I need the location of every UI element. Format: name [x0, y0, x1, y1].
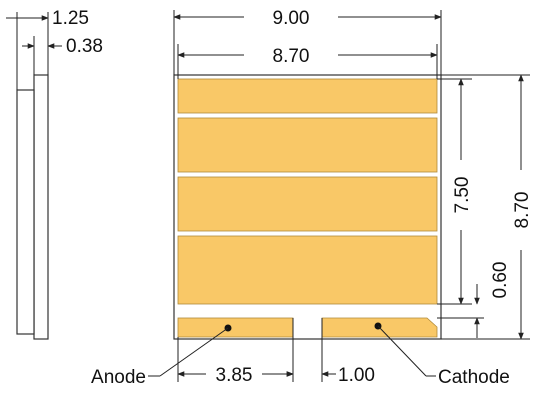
dim-inner-width: 8.70	[273, 46, 310, 67]
anode-leader-line	[159, 327, 229, 377]
emitter-bar-1	[177, 78, 438, 114]
dim-overall-width: 9.00	[273, 8, 310, 29]
dim-overall-height: 8.70	[512, 192, 533, 229]
emitter-bar-2	[177, 117, 438, 173]
dim-emitter-height: 7.50	[452, 177, 473, 214]
top-dimensions: 9.00 8.70	[173, 8, 442, 79]
dim-anode-width: 3.85	[216, 365, 253, 386]
right-dimensions: 7.50 8.70 0.60	[437, 74, 533, 340]
anode-label: Anode	[91, 367, 146, 388]
cathode-leader-line	[377, 325, 427, 377]
emitter-bar-3	[177, 176, 438, 232]
side-pad-layer	[16, 89, 35, 335]
side-view: 1.25 0.38	[6, 8, 103, 340]
dim-pad-gap: 1.00	[338, 365, 375, 386]
top-view	[173, 74, 442, 340]
bottom-dimensions: 3.85 1.00	[177, 318, 375, 386]
dim-total-thickness: 1.25	[52, 8, 89, 29]
dim-gap-height: 0.60	[490, 262, 511, 299]
side-substrate	[33, 74, 49, 340]
callouts: Anode Cathode	[91, 325, 510, 388]
anode-pad	[177, 317, 294, 338]
emitter-bar-4	[177, 235, 438, 305]
dim-pad-thickness: 0.38	[66, 36, 103, 57]
cathode-label: Cathode	[438, 367, 510, 388]
